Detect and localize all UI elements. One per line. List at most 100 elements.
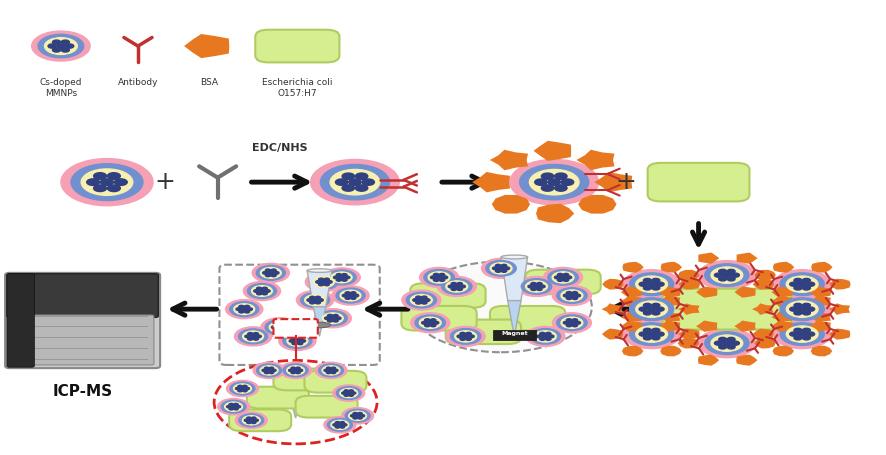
Circle shape <box>329 369 333 372</box>
Circle shape <box>545 332 550 335</box>
Circle shape <box>253 419 258 421</box>
Circle shape <box>789 332 797 336</box>
Circle shape <box>350 415 354 417</box>
Polygon shape <box>658 311 680 323</box>
Circle shape <box>436 276 441 279</box>
Circle shape <box>354 294 358 297</box>
Circle shape <box>315 296 320 299</box>
Circle shape <box>447 285 453 288</box>
Circle shape <box>276 326 282 329</box>
FancyBboxPatch shape <box>12 315 154 365</box>
Circle shape <box>326 367 330 369</box>
Circle shape <box>623 270 680 299</box>
Circle shape <box>574 294 579 297</box>
Text: +: + <box>615 170 635 194</box>
Circle shape <box>727 337 734 341</box>
Circle shape <box>237 389 242 392</box>
Circle shape <box>465 332 470 335</box>
Circle shape <box>268 272 273 274</box>
Circle shape <box>297 342 302 345</box>
Circle shape <box>259 290 264 293</box>
Circle shape <box>718 337 726 341</box>
Circle shape <box>656 282 664 286</box>
Circle shape <box>286 366 304 375</box>
Circle shape <box>569 321 574 324</box>
Polygon shape <box>697 253 719 264</box>
Text: BSA: BSA <box>199 78 218 87</box>
Circle shape <box>38 35 83 58</box>
Circle shape <box>731 273 739 277</box>
Ellipse shape <box>289 390 302 392</box>
Circle shape <box>773 295 829 324</box>
Circle shape <box>243 385 247 388</box>
Circle shape <box>635 301 667 317</box>
Polygon shape <box>620 287 641 298</box>
Circle shape <box>656 307 664 311</box>
Circle shape <box>268 371 274 374</box>
FancyBboxPatch shape <box>219 265 379 365</box>
Circle shape <box>797 307 805 311</box>
Circle shape <box>298 369 302 372</box>
Circle shape <box>243 389 247 392</box>
Circle shape <box>530 283 536 285</box>
Circle shape <box>490 263 511 274</box>
Circle shape <box>565 276 571 279</box>
Polygon shape <box>811 262 832 273</box>
Circle shape <box>234 408 238 410</box>
Circle shape <box>416 301 421 304</box>
Text: Antibody: Antibody <box>118 78 158 87</box>
Circle shape <box>503 267 509 270</box>
Polygon shape <box>751 329 773 340</box>
Circle shape <box>793 303 801 308</box>
Polygon shape <box>810 346 831 356</box>
Circle shape <box>241 308 246 310</box>
Circle shape <box>100 179 113 186</box>
Circle shape <box>353 413 357 415</box>
Circle shape <box>274 324 279 326</box>
Circle shape <box>344 394 348 396</box>
Circle shape <box>773 270 829 299</box>
Circle shape <box>346 392 351 394</box>
Circle shape <box>802 336 810 340</box>
Circle shape <box>330 317 335 319</box>
Circle shape <box>462 335 468 338</box>
Circle shape <box>565 319 571 322</box>
Circle shape <box>421 321 427 324</box>
Circle shape <box>465 338 470 340</box>
Polygon shape <box>507 301 520 336</box>
Circle shape <box>345 297 350 299</box>
Circle shape <box>94 173 106 179</box>
Circle shape <box>556 288 587 303</box>
Circle shape <box>225 300 262 318</box>
Circle shape <box>560 290 582 301</box>
Polygon shape <box>677 303 699 315</box>
Circle shape <box>61 158 153 206</box>
Circle shape <box>556 273 563 276</box>
Circle shape <box>271 326 276 329</box>
Circle shape <box>623 319 680 349</box>
Polygon shape <box>184 34 229 58</box>
Circle shape <box>294 339 299 342</box>
Circle shape <box>554 185 566 191</box>
Circle shape <box>48 44 56 48</box>
Polygon shape <box>621 346 642 356</box>
Circle shape <box>355 415 360 417</box>
Circle shape <box>351 392 355 394</box>
Polygon shape <box>772 262 793 273</box>
Circle shape <box>269 322 290 333</box>
Circle shape <box>61 48 69 52</box>
Circle shape <box>789 282 797 286</box>
Polygon shape <box>828 303 849 315</box>
Polygon shape <box>809 287 830 298</box>
Circle shape <box>348 411 366 420</box>
Circle shape <box>252 286 272 296</box>
Circle shape <box>279 324 284 326</box>
Circle shape <box>727 269 734 273</box>
Circle shape <box>217 399 249 415</box>
Circle shape <box>245 305 249 308</box>
Circle shape <box>698 261 754 290</box>
Circle shape <box>534 179 547 185</box>
Circle shape <box>642 303 650 308</box>
Circle shape <box>327 319 332 322</box>
Circle shape <box>554 276 559 279</box>
